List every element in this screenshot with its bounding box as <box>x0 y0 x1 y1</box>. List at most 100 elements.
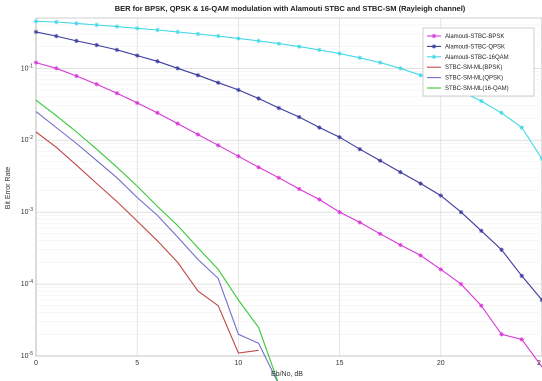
series-1-point-21 <box>458 209 464 215</box>
series-2-point-1 <box>54 19 59 25</box>
x-axis-label: Eb/No, dB <box>271 371 303 378</box>
series-1-point-1 <box>54 33 59 39</box>
series-2-point-25 <box>539 156 542 162</box>
series-0-point-1 <box>54 66 59 71</box>
series-2-point-16 <box>357 55 363 60</box>
series-3 <box>35 131 259 354</box>
series-0-point-20 <box>438 267 443 272</box>
series-1-point-0 <box>33 29 39 35</box>
series-2-point-19 <box>418 73 423 78</box>
series-0-point-14 <box>317 197 322 202</box>
series-0-point-12 <box>276 175 282 181</box>
legend-item-3: STBC-SM-ML(BPSK) <box>427 65 502 71</box>
legend-marker-2 <box>431 54 437 59</box>
series-2-point-3 <box>94 22 99 28</box>
series-1-point-22 <box>479 228 484 234</box>
x-tick-label-5: 2 <box>537 360 541 367</box>
series-0-point-15 <box>337 209 342 215</box>
y-tick-label-3: 10-4 <box>21 279 33 288</box>
series-1-point-25 <box>539 297 542 303</box>
series-2-point-22 <box>479 98 484 104</box>
series-1-point-10 <box>236 87 241 93</box>
legend-box <box>422 27 535 97</box>
series-1-point-9 <box>215 80 221 85</box>
y-axis-label: Bit Error Rate <box>5 167 12 210</box>
series-1-point-5 <box>135 53 140 58</box>
series-2-point-9 <box>215 33 221 39</box>
series-2-point-18 <box>398 66 403 71</box>
series-line-4 <box>35 111 278 381</box>
series-1-point-12 <box>276 105 282 111</box>
series-2-point-24 <box>519 125 524 130</box>
series-2-point-6 <box>155 27 160 33</box>
legend-item-5: STBC-SM-ML(16-QAM) <box>427 86 509 92</box>
series-1-point-17 <box>377 158 383 163</box>
series-2-point-14 <box>317 47 322 53</box>
x-tick-label-2: 10 <box>235 360 243 367</box>
series-5 <box>35 99 279 381</box>
series-1-point-6 <box>155 59 160 64</box>
y-tick-label-4: 10-5 <box>21 351 33 360</box>
series-0 <box>33 60 542 368</box>
series-1-point-19 <box>418 181 423 186</box>
legend-label-3: STBC-SM-ML(BPSK) <box>445 65 502 71</box>
series-2-point-11 <box>256 38 261 44</box>
series-0-point-2 <box>74 73 79 79</box>
series-0-point-11 <box>256 165 261 170</box>
series-0-point-16 <box>357 220 363 225</box>
series-2-point-13 <box>296 44 302 49</box>
series-0-point-18 <box>398 242 403 248</box>
legend-label-2: Alamouti-STBC-16QAM <box>445 55 509 61</box>
legend-label-0: Alamouti-STBC-BPSK <box>445 34 504 40</box>
series-1-point-18 <box>398 169 403 175</box>
series-line-5 <box>35 99 279 381</box>
series-2-point-15 <box>337 51 342 56</box>
series-0-point-9 <box>215 143 221 148</box>
series-1-point-11 <box>256 96 261 101</box>
series-4 <box>35 111 278 381</box>
legend-marker-1 <box>431 44 437 49</box>
series-0-point-21 <box>458 281 464 287</box>
x-tick-label-3: 15 <box>336 360 344 367</box>
series-line-3 <box>35 131 259 354</box>
legend-label-4: STBC-SM-ML(QPSK) <box>445 76 503 82</box>
series-2-point-7 <box>175 29 180 35</box>
series-1-point-3 <box>94 42 99 48</box>
series-0-point-0 <box>33 60 39 65</box>
series-2-point-0 <box>33 19 39 24</box>
legend-item-4: STBC-SM-ML(QPSK) <box>427 76 503 82</box>
legend-marker-0 <box>431 33 437 39</box>
series-2-point-23 <box>499 110 504 116</box>
series-line-1 <box>35 31 542 301</box>
series-1-point-13 <box>296 114 302 120</box>
series-1-point-14 <box>317 125 322 130</box>
series-1-point-16 <box>357 146 363 152</box>
legend-item-1: Alamouti-STBC-QPSK <box>427 44 505 50</box>
series-0-point-3 <box>94 82 99 87</box>
series-0-point-10 <box>236 153 241 159</box>
series-1-point-15 <box>337 135 342 140</box>
series-2-point-2 <box>74 21 79 26</box>
series-0-point-24 <box>519 337 524 342</box>
series-0-point-22 <box>479 303 484 308</box>
series-1-point-8 <box>195 73 201 78</box>
series-0-point-13 <box>296 186 302 192</box>
series-0-point-4 <box>114 91 120 96</box>
series-line-0 <box>35 62 542 368</box>
series-2-point-5 <box>135 26 140 31</box>
series-1-point-23 <box>499 247 504 252</box>
x-tick-label-4: 20 <box>437 360 445 367</box>
y-tick-label-0: 10-1 <box>21 63 33 72</box>
series-0-point-19 <box>418 253 423 258</box>
x-tick-label-0: 0 <box>34 360 38 367</box>
y-tick-label-2: 10-3 <box>21 207 33 216</box>
series-1-point-2 <box>74 38 79 44</box>
series-2-point-17 <box>377 60 383 65</box>
series-2-point-8 <box>195 31 201 37</box>
y-tick-label-1: 10-2 <box>21 135 33 144</box>
series-1-point-24 <box>519 273 524 279</box>
series-2-point-10 <box>236 36 241 41</box>
tick-labels: 0 5 10 15 20 2 10-1 10-2 10-3 10-4 10-5 <box>21 63 541 367</box>
series-0-point-7 <box>175 121 180 126</box>
